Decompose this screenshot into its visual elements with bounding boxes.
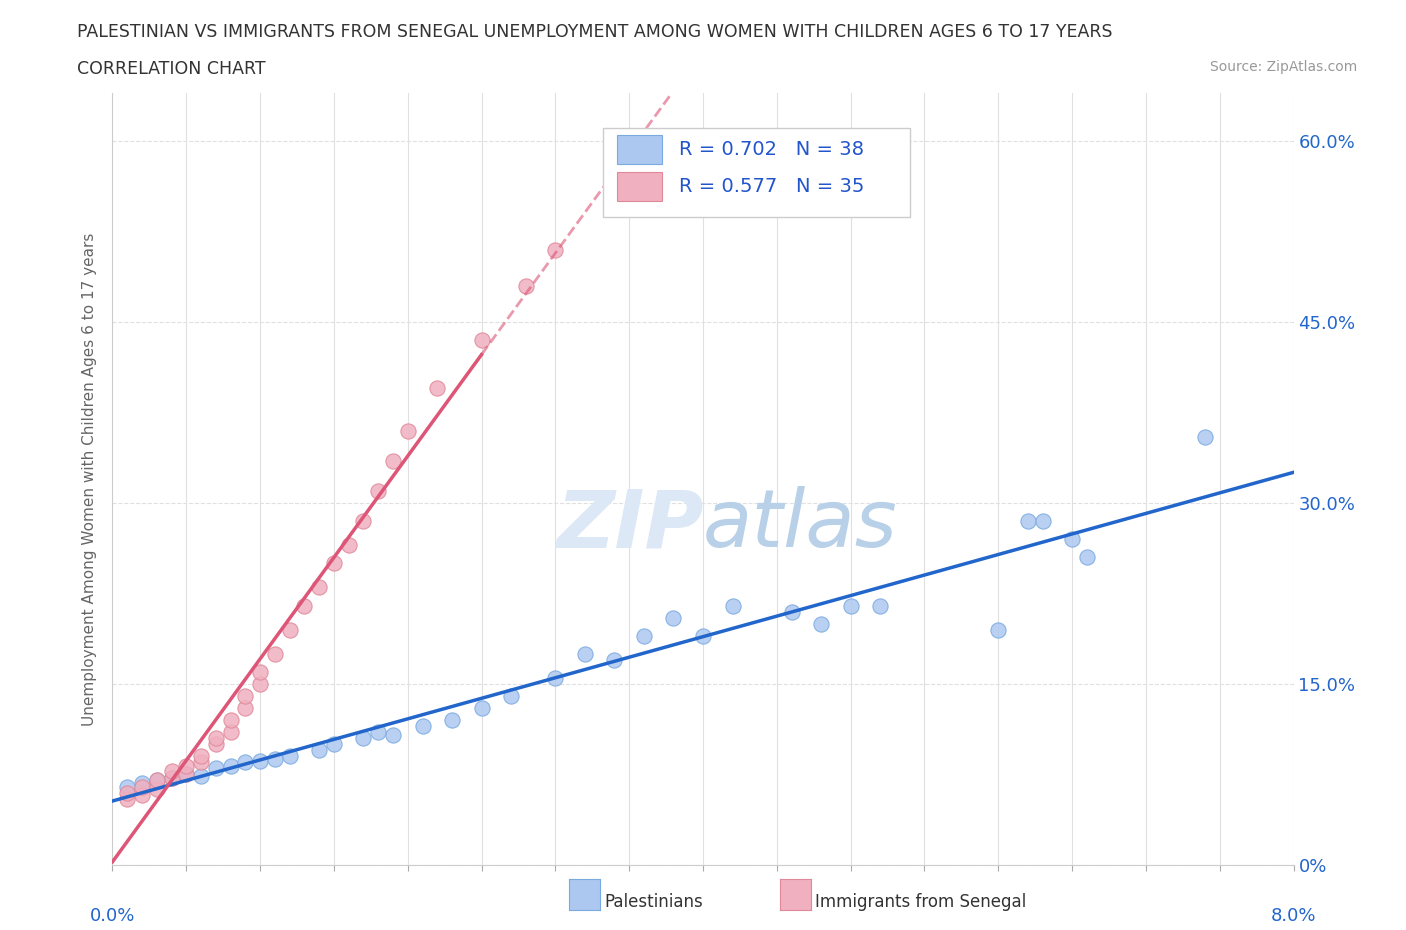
Point <box>278 749 301 764</box>
Point <box>382 454 405 469</box>
Point <box>1032 513 1054 528</box>
Point <box>117 779 138 794</box>
Point <box>190 749 212 764</box>
Text: Source: ZipAtlas.com: Source: ZipAtlas.com <box>1209 60 1357 74</box>
Point <box>264 751 287 766</box>
FancyBboxPatch shape <box>603 127 910 217</box>
Point <box>190 768 212 783</box>
Point <box>1062 532 1084 547</box>
Point <box>396 423 419 438</box>
Point <box>869 598 891 613</box>
Point <box>308 580 330 595</box>
Point <box>174 767 197 782</box>
Point <box>131 788 153 803</box>
Text: atlas: atlas <box>703 486 898 565</box>
Point <box>501 688 523 703</box>
Point <box>160 771 183 786</box>
Point <box>471 333 494 348</box>
Point <box>292 598 315 613</box>
Point <box>219 759 242 774</box>
Text: ZIP: ZIP <box>555 486 703 565</box>
Point <box>264 646 287 661</box>
Point <box>323 737 346 751</box>
Bar <box>617 172 662 201</box>
Point <box>1017 513 1039 528</box>
Point <box>117 791 138 806</box>
Point <box>205 737 228 751</box>
Text: R = 0.702   N = 38: R = 0.702 N = 38 <box>679 140 865 159</box>
Point <box>233 755 256 770</box>
Y-axis label: Unemployment Among Women with Children Ages 6 to 17 years: Unemployment Among Women with Children A… <box>82 232 97 725</box>
Point <box>633 629 655 644</box>
Point <box>146 773 169 788</box>
Point <box>219 712 242 727</box>
Point <box>515 279 537 294</box>
Point <box>382 727 405 742</box>
Point <box>352 731 374 746</box>
Point <box>1194 430 1216 445</box>
Point <box>426 381 449 396</box>
Point <box>987 622 1010 637</box>
Point <box>174 759 197 774</box>
Text: CORRELATION CHART: CORRELATION CHART <box>77 60 266 78</box>
Point <box>367 724 389 739</box>
Point <box>278 622 301 637</box>
Point <box>205 761 228 776</box>
Point <box>441 712 464 727</box>
Point <box>337 538 360 552</box>
Point <box>174 767 197 782</box>
Point <box>662 610 685 625</box>
Text: 8.0%: 8.0% <box>1271 908 1316 925</box>
Point <box>205 731 228 746</box>
Point <box>249 664 271 679</box>
Text: R = 0.577   N = 35: R = 0.577 N = 35 <box>679 177 865 196</box>
Point <box>117 785 138 800</box>
Point <box>412 719 434 734</box>
Point <box>352 513 374 528</box>
Point <box>131 776 153 790</box>
Point <box>233 700 256 715</box>
Point <box>249 753 271 768</box>
Point <box>810 617 832 631</box>
Text: Palestinians: Palestinians <box>605 893 703 911</box>
Point <box>146 773 169 788</box>
Point <box>233 688 256 703</box>
Point <box>544 671 567 685</box>
Point <box>249 676 271 691</box>
Point <box>780 604 803 619</box>
Text: Immigrants from Senegal: Immigrants from Senegal <box>815 893 1026 911</box>
Point <box>692 629 714 644</box>
Point <box>190 755 212 770</box>
Point <box>619 140 641 154</box>
Point <box>603 653 626 668</box>
Point <box>146 781 169 796</box>
Text: 0.0%: 0.0% <box>90 908 135 925</box>
Point <box>308 743 330 758</box>
Bar <box>617 135 662 164</box>
Point <box>544 243 567 258</box>
Text: PALESTINIAN VS IMMIGRANTS FROM SENEGAL UNEMPLOYMENT AMONG WOMEN WITH CHILDREN AG: PALESTINIAN VS IMMIGRANTS FROM SENEGAL U… <box>77 23 1112 41</box>
Point <box>1076 550 1098 565</box>
Point <box>367 484 389 498</box>
Point <box>839 598 862 613</box>
Point <box>219 724 242 739</box>
Point <box>471 700 494 715</box>
Point <box>160 771 183 786</box>
Point <box>721 598 744 613</box>
Point <box>574 646 596 661</box>
Point <box>323 556 346 571</box>
Point <box>131 779 153 794</box>
Point <box>160 764 183 778</box>
